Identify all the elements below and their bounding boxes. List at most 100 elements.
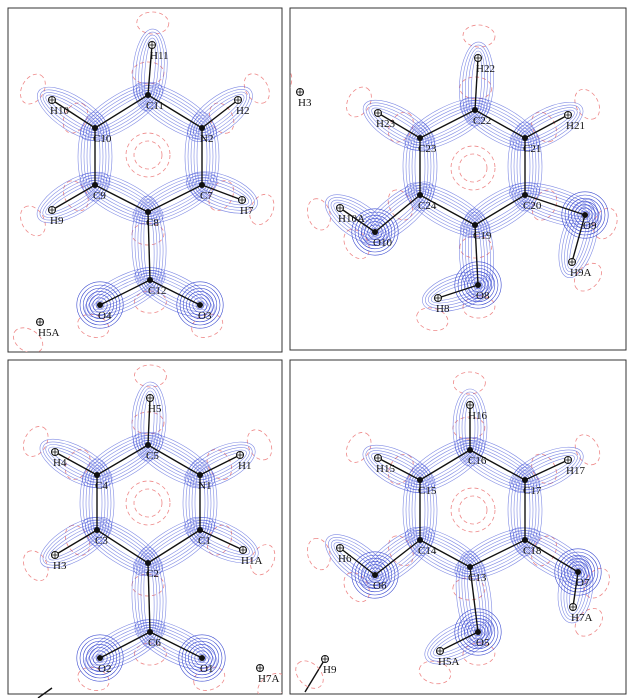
negative-contour	[570, 430, 604, 469]
atom-label: H5A	[438, 656, 459, 668]
atom-label: C11	[146, 100, 164, 112]
panel-frame	[290, 8, 626, 350]
atom-label: O6	[373, 580, 387, 592]
atom-label: C2	[146, 568, 159, 580]
atom-label: N1	[198, 480, 211, 492]
atom-label: H5A	[38, 327, 59, 339]
atom	[417, 135, 423, 141]
atom	[582, 212, 588, 218]
atom	[92, 182, 98, 188]
atom-label: C4	[95, 480, 108, 492]
atom-label: H10	[50, 105, 69, 117]
negative-contour	[134, 365, 166, 388]
negative-contour	[239, 69, 274, 108]
atom	[522, 477, 528, 483]
atom	[97, 655, 103, 661]
bond	[97, 445, 148, 475]
bond	[470, 540, 525, 567]
atom	[475, 282, 481, 288]
atom-label: C15	[418, 485, 437, 497]
figure: H11C11H2N2H10C10C9C7H9H7C8C12O4O3H5AH3H2…	[0, 0, 629, 698]
atom-label: H22	[476, 63, 495, 75]
atom	[94, 527, 100, 533]
negative-contour	[453, 372, 486, 395]
atom-label: H2	[236, 105, 249, 117]
atom-label: O9	[583, 220, 597, 232]
atom	[145, 92, 151, 98]
atom	[575, 569, 581, 575]
negative-contour	[132, 62, 164, 84]
atom-label: N2	[200, 133, 213, 145]
atom-label: H4	[53, 457, 67, 469]
atom	[522, 537, 528, 543]
atom-label: H15	[376, 463, 395, 475]
atom	[372, 229, 378, 235]
negative-contour	[451, 146, 495, 190]
atom-label: H17	[566, 465, 585, 477]
atom-label: C9	[93, 190, 106, 202]
atom-label: H23	[376, 118, 395, 130]
atom-label: C23	[418, 143, 437, 155]
atom-label: O4	[98, 310, 112, 322]
atom	[472, 222, 478, 228]
atom-label: C17	[523, 485, 542, 497]
negative-contour	[451, 488, 495, 532]
negative-contour	[463, 24, 496, 47]
atom-label: C24	[418, 200, 437, 212]
atom-label: C7	[200, 190, 213, 202]
atom-label: O1	[200, 663, 213, 675]
bond	[148, 530, 200, 563]
atom	[145, 209, 151, 215]
atom	[467, 447, 473, 453]
atom-label: H7A	[571, 612, 592, 624]
atom	[147, 277, 153, 283]
atom-label: H16	[468, 410, 487, 422]
atom-label: H8	[436, 303, 450, 315]
atom	[522, 192, 528, 198]
negative-contour	[126, 481, 170, 525]
bond	[95, 95, 148, 128]
atom	[92, 125, 98, 131]
atom-label: H9	[50, 215, 64, 227]
atom-label: C10	[93, 133, 112, 145]
atom-label: C18	[523, 545, 542, 557]
negative-contour	[134, 489, 162, 517]
bond	[420, 110, 475, 138]
atom	[197, 472, 203, 478]
negative-contour	[459, 154, 487, 182]
atom-label: C21	[523, 143, 541, 155]
atom	[417, 477, 423, 483]
atom-label: H1A	[241, 555, 262, 567]
atom	[97, 302, 103, 308]
atom-label: C16	[468, 455, 487, 467]
negative-contour	[341, 83, 376, 122]
bond	[38, 688, 52, 698]
atom-label: O10	[373, 237, 392, 249]
atom	[472, 107, 478, 113]
atom	[147, 629, 153, 635]
atom-label: O2	[98, 663, 111, 675]
atom-label: H9	[323, 664, 337, 676]
density-map	[263, 24, 621, 334]
atom-label: H3	[53, 560, 67, 572]
atom-label: C5	[146, 450, 159, 462]
atom-label: C20	[523, 200, 542, 212]
atom	[197, 302, 203, 308]
atom-label: O5	[476, 637, 490, 649]
atom-label: C13	[468, 572, 487, 584]
atom-label: H3	[298, 97, 312, 109]
bond	[148, 185, 202, 212]
atom-label: H1	[238, 460, 251, 472]
atom-label: H21	[566, 120, 585, 132]
atom-label: C8	[146, 217, 159, 229]
atom-label: O8	[476, 290, 490, 302]
negative-contour	[136, 11, 169, 34]
atom-label: H10A	[338, 213, 365, 225]
atom	[522, 135, 528, 141]
negative-contour	[242, 426, 276, 465]
atom-label: H7	[240, 205, 254, 217]
bond	[525, 460, 568, 480]
atom-label: C14	[418, 545, 437, 557]
atom	[467, 564, 473, 570]
atom-label: C1	[198, 535, 211, 547]
